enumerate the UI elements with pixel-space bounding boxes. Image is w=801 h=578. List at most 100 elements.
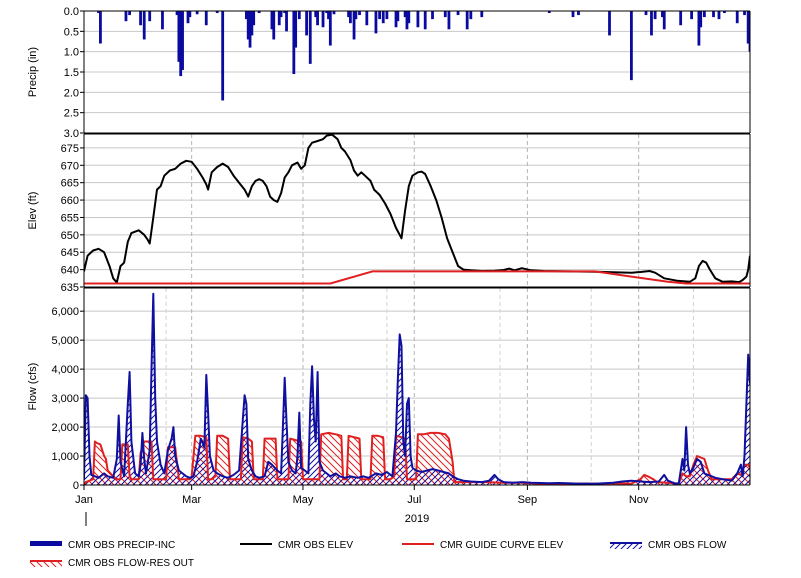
precip-bar (99, 11, 102, 44)
x-tick-label: May (293, 494, 314, 506)
legend-item: CMR OBS FLOW-RES OUT (30, 558, 194, 569)
precip-bar (405, 11, 409, 30)
y-tick-label: 0.5 (64, 26, 79, 38)
x-tick-label: Nov (629, 494, 649, 506)
precip-bar (385, 11, 389, 20)
y-tick-label: 6,000 (51, 306, 79, 318)
precip-bar (292, 11, 296, 75)
precip-bar (480, 11, 484, 18)
precip-bar (374, 11, 378, 34)
y-tick-label: 660 (61, 195, 79, 207)
y-tick-label: 640 (61, 265, 79, 277)
obs-elev-line (84, 134, 750, 284)
precip-bar (283, 11, 287, 14)
legend-swatch-hatch (610, 543, 642, 549)
precip-bar (577, 11, 580, 16)
precip-bar (394, 11, 398, 28)
obs-flow-line (84, 292, 750, 485)
precip-bar (547, 11, 551, 14)
legend-label: CMR OBS ELEV (278, 540, 353, 551)
precip-bar (297, 11, 301, 20)
precip-bar (252, 11, 256, 26)
guide-curve-line (84, 270, 750, 285)
precip-bar (354, 11, 358, 20)
precip-bar (358, 11, 361, 16)
precip-bar (294, 11, 298, 48)
precip-bar (188, 11, 192, 18)
precip-bar (723, 11, 726, 14)
precip-bar (250, 11, 254, 36)
y-tick-label: 2.0 (64, 87, 79, 99)
precip-bar (314, 11, 318, 18)
precip-bar (272, 11, 276, 40)
precip-bar (97, 11, 100, 14)
precip-bar (257, 11, 261, 14)
precip-bar (161, 11, 164, 30)
precip-bar (661, 11, 664, 18)
flow-areas (84, 292, 750, 485)
precip-bar (469, 11, 473, 20)
precip-bar (748, 11, 750, 52)
precip-bar (328, 11, 332, 46)
legend-swatch (30, 541, 62, 546)
precip-bar (712, 11, 715, 18)
precip-bar (349, 11, 352, 24)
precip-bar (608, 11, 611, 36)
y-tick-label: 635 (61, 282, 79, 294)
precip-bar (679, 11, 683, 26)
precip-bar (332, 11, 336, 15)
precip-bar (204, 11, 208, 26)
y-tick-label: 2,000 (51, 422, 79, 434)
precip-bar (697, 11, 701, 46)
legend-label: CMR GUIDE CURVE ELEV (440, 540, 564, 551)
precip-bar (285, 11, 288, 32)
precip-bar (321, 11, 325, 28)
y-axis-title: Elev (ft) (27, 192, 39, 230)
precip-bar (735, 11, 739, 24)
precip-bar (571, 11, 575, 18)
precip-bar (148, 11, 152, 22)
precip-bar (327, 11, 330, 20)
precip-bar (690, 11, 694, 20)
precip-bar (423, 11, 427, 30)
y-axis-title: Flow (cfs) (27, 363, 39, 411)
precip-bar (407, 11, 411, 24)
precip-bar (246, 11, 250, 40)
precip-bar (662, 11, 666, 30)
precip-bar (186, 11, 190, 24)
precip-bar (443, 11, 447, 18)
precip-bar (347, 11, 350, 18)
precip-bar (699, 11, 703, 28)
precip-bar (465, 11, 469, 30)
x-tick-label: Sep (518, 494, 538, 506)
y-tick-label: 3.0 (64, 128, 79, 140)
precip-bar (717, 11, 721, 20)
chart-panels: 0.0 0.5 1.0 1.5 2.0 2.5 3.0 Precip (in) 635 640 64… (27, 6, 751, 526)
y-tick-label: 645 (61, 247, 79, 259)
precip-bar (447, 11, 451, 30)
legend: CMR OBS PRECIP-INC CMR OBS ELEV CMR GUIDE … (30, 540, 727, 569)
precip-bar (139, 11, 142, 26)
precip-bar (746, 11, 750, 44)
precip-bar (316, 11, 319, 26)
x-tick-label: Jul (407, 494, 421, 506)
precip-bar (270, 11, 274, 30)
precip-bar (456, 11, 460, 16)
y-axis-title: Precip (in) (27, 47, 39, 97)
precip-bar (644, 11, 648, 16)
precip-bar (325, 11, 329, 14)
precip-bar (653, 11, 657, 20)
precip-bar (124, 11, 128, 22)
y-tick-label: 665 (61, 178, 79, 190)
y-tick-label: 675 (61, 143, 79, 155)
legend-label: CMR OBS FLOW-RES OUT (68, 558, 194, 569)
precip-bar (305, 11, 309, 36)
precip-bar (308, 11, 312, 64)
legend-item: CMR OBS ELEV (240, 540, 353, 551)
precip-bar (248, 11, 252, 48)
precip-bar (221, 11, 225, 101)
precip-bar (743, 11, 746, 16)
precip-bar (403, 11, 407, 18)
precip-bar (365, 11, 369, 26)
